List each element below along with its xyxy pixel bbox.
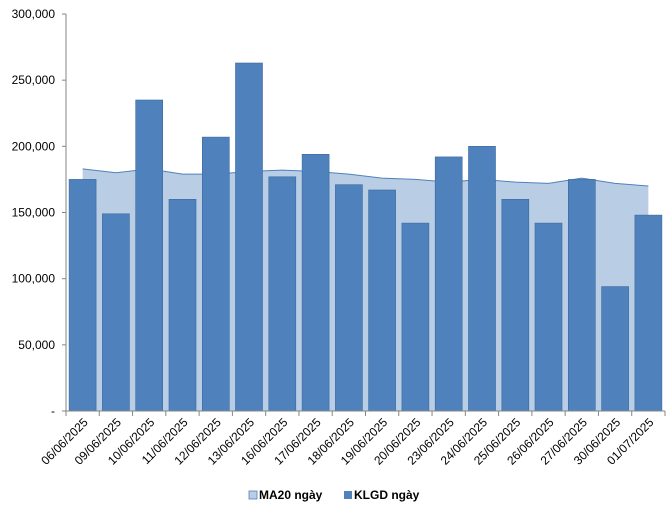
y-tick-label: 200,000 (12, 139, 56, 153)
bar-klgd (567, 179, 596, 412)
bar-klgd (501, 199, 530, 412)
bar-klgd (168, 199, 197, 412)
y-tick-label: 150,000 (12, 206, 56, 220)
bar-klgd (601, 286, 629, 412)
bar-klgd (301, 154, 330, 412)
bar-klgd (135, 99, 163, 412)
plot-area (68, 62, 663, 412)
bar-klgd (268, 176, 297, 412)
bar-klgd (468, 146, 496, 412)
bar-klgd (534, 222, 563, 412)
y-tick-label: - (51, 404, 55, 418)
bar-klgd (335, 184, 363, 412)
ma20-line (82, 168, 649, 187)
bar-klgd (368, 189, 396, 412)
legend: MA20 ngày KLGD ngày (248, 488, 420, 502)
y-tick-label: 300,000 (12, 7, 56, 21)
bar-klgd (202, 136, 230, 412)
y-tick-label: 250,000 (12, 73, 56, 87)
bar-klgd (102, 213, 130, 412)
x-axis: 06/06/202509/06/202510/06/202511/06/2025… (38, 410, 666, 468)
ma20-area (82, 168, 649, 411)
legend-swatch-ma20 (248, 490, 258, 500)
bar-klgd (434, 156, 463, 412)
bar-klgd (68, 179, 97, 412)
legend-swatch-klgd (344, 491, 352, 499)
y-axis: - 50,000 100,000 150,000 200,000 250,000 300,0… (12, 7, 67, 418)
bar-klgd (634, 214, 663, 412)
y-tick-label: 50,000 (18, 338, 55, 352)
bar-klgd (235, 62, 263, 412)
legend-label-ma20: MA20 ngày (259, 488, 323, 502)
legend-label-klgd: KLGD ngày (354, 488, 420, 502)
bar-klgd (401, 222, 430, 412)
y-tick-label: 100,000 (12, 272, 56, 286)
